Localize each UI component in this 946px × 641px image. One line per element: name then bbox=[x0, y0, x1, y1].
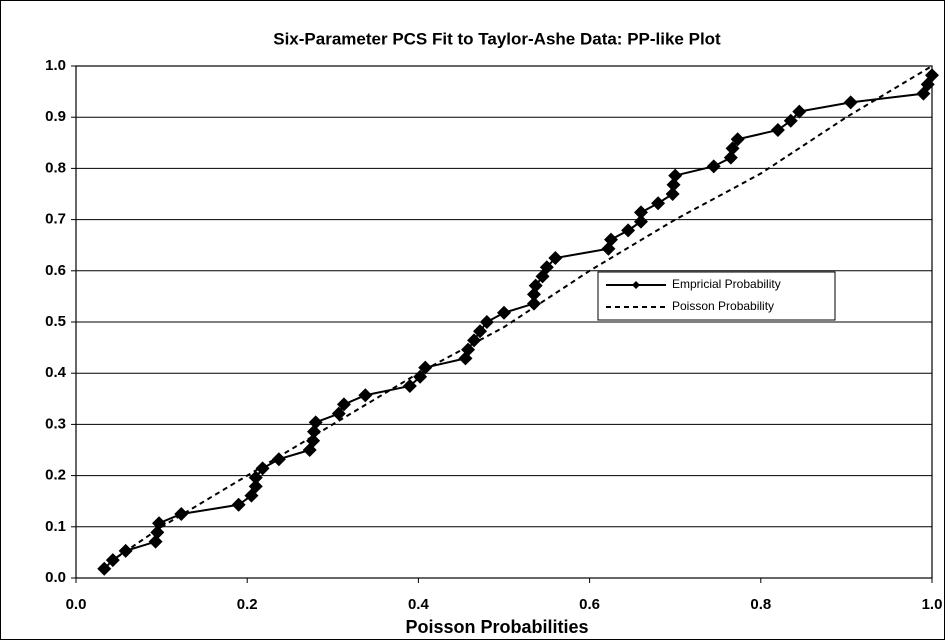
marker bbox=[539, 260, 554, 275]
marker bbox=[792, 104, 807, 119]
y-tick-label: 0.8 bbox=[45, 159, 66, 176]
y-tick-label: 1.0 bbox=[45, 57, 66, 74]
marker bbox=[783, 113, 798, 128]
marker bbox=[725, 141, 740, 156]
marker bbox=[723, 150, 738, 165]
y-tick-label: 0.6 bbox=[45, 262, 66, 279]
marker bbox=[231, 497, 246, 512]
marker bbox=[467, 333, 482, 348]
marker bbox=[308, 415, 323, 430]
x-tick-label: 0.6 bbox=[579, 596, 600, 613]
y-tick-label: 0.2 bbox=[45, 467, 66, 484]
marker bbox=[665, 187, 680, 201]
marker bbox=[843, 95, 858, 110]
y-tick-label: 0.1 bbox=[45, 518, 66, 535]
y-tick-label: 0.5 bbox=[45, 313, 66, 330]
marker bbox=[97, 561, 112, 576]
y-tick-label: 0.0 bbox=[45, 569, 66, 586]
marker bbox=[418, 360, 433, 375]
marker bbox=[148, 534, 163, 549]
x-tick-label: 1.0 bbox=[922, 596, 943, 613]
marker bbox=[255, 461, 270, 476]
series-line bbox=[101, 65, 933, 569]
marker bbox=[651, 196, 666, 211]
marker bbox=[402, 379, 417, 393]
x-axis-label: Poisson Probabilities bbox=[405, 617, 588, 637]
x-tick-label: 0.8 bbox=[750, 596, 771, 613]
legend-box bbox=[597, 271, 836, 321]
marker bbox=[497, 305, 511, 320]
marker bbox=[358, 388, 373, 403]
marker bbox=[150, 525, 165, 540]
marker bbox=[336, 397, 351, 412]
marker bbox=[248, 479, 263, 494]
marker bbox=[633, 214, 648, 229]
x-tick-label: 0.2 bbox=[237, 596, 258, 613]
marker bbox=[633, 205, 648, 220]
marker bbox=[668, 168, 683, 183]
marker bbox=[248, 470, 263, 485]
chart-title: Six-Parameter PCS Fit to Taylor-Ashe Dat… bbox=[273, 29, 721, 48]
marker bbox=[925, 68, 939, 83]
y-tick-label: 0.4 bbox=[45, 364, 67, 381]
marker bbox=[730, 132, 745, 147]
marker bbox=[548, 251, 563, 265]
x-tick-label: 0.0 bbox=[66, 596, 87, 613]
marker bbox=[244, 488, 259, 503]
marker bbox=[473, 324, 488, 339]
legend-marker bbox=[632, 281, 640, 289]
marker bbox=[331, 406, 346, 421]
legend-label: Empricial Probability bbox=[672, 277, 781, 291]
marker bbox=[526, 296, 541, 311]
marker bbox=[528, 278, 543, 293]
marker bbox=[461, 342, 476, 357]
x-tick-label: 0.4 bbox=[408, 596, 430, 613]
y-tick-label: 0.9 bbox=[45, 108, 66, 125]
marker bbox=[770, 123, 785, 137]
legend-label: Poisson Probability bbox=[672, 299, 774, 313]
marker bbox=[666, 177, 681, 192]
marker bbox=[604, 232, 618, 247]
marker bbox=[621, 223, 636, 238]
marker bbox=[479, 315, 494, 329]
marker bbox=[706, 159, 721, 174]
marker bbox=[271, 452, 286, 467]
plot-border bbox=[75, 65, 933, 579]
marker bbox=[306, 424, 321, 439]
y-tick-label: 0.7 bbox=[45, 211, 66, 228]
y-tick-label: 0.3 bbox=[45, 415, 66, 432]
